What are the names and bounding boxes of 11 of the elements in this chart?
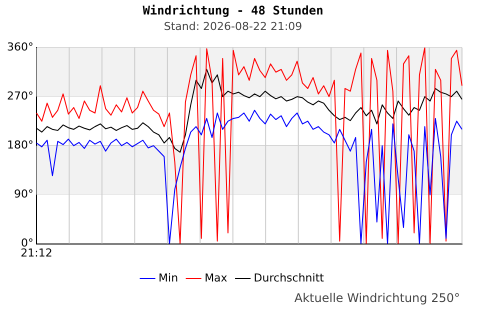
text: Aktuelle Windrichtung 250°: [294, 291, 460, 305]
legend-label: Durchschnitt: [254, 271, 325, 284]
legend-label: Max: [204, 271, 228, 284]
y-tick-label: 180°: [6, 138, 34, 152]
y-tick-label: 360°: [6, 40, 34, 54]
legend-label: Min: [158, 271, 178, 284]
x-tick-label: 21:12: [20, 246, 52, 260]
y-tick-label: 270°: [6, 90, 34, 103]
chart-subtitle: Stand: 2026-08-22 21:09: [164, 20, 302, 33]
chart-title: Windrichtung - 48 Stunden: [142, 3, 324, 18]
y-tick-label: 90°: [14, 188, 34, 201]
